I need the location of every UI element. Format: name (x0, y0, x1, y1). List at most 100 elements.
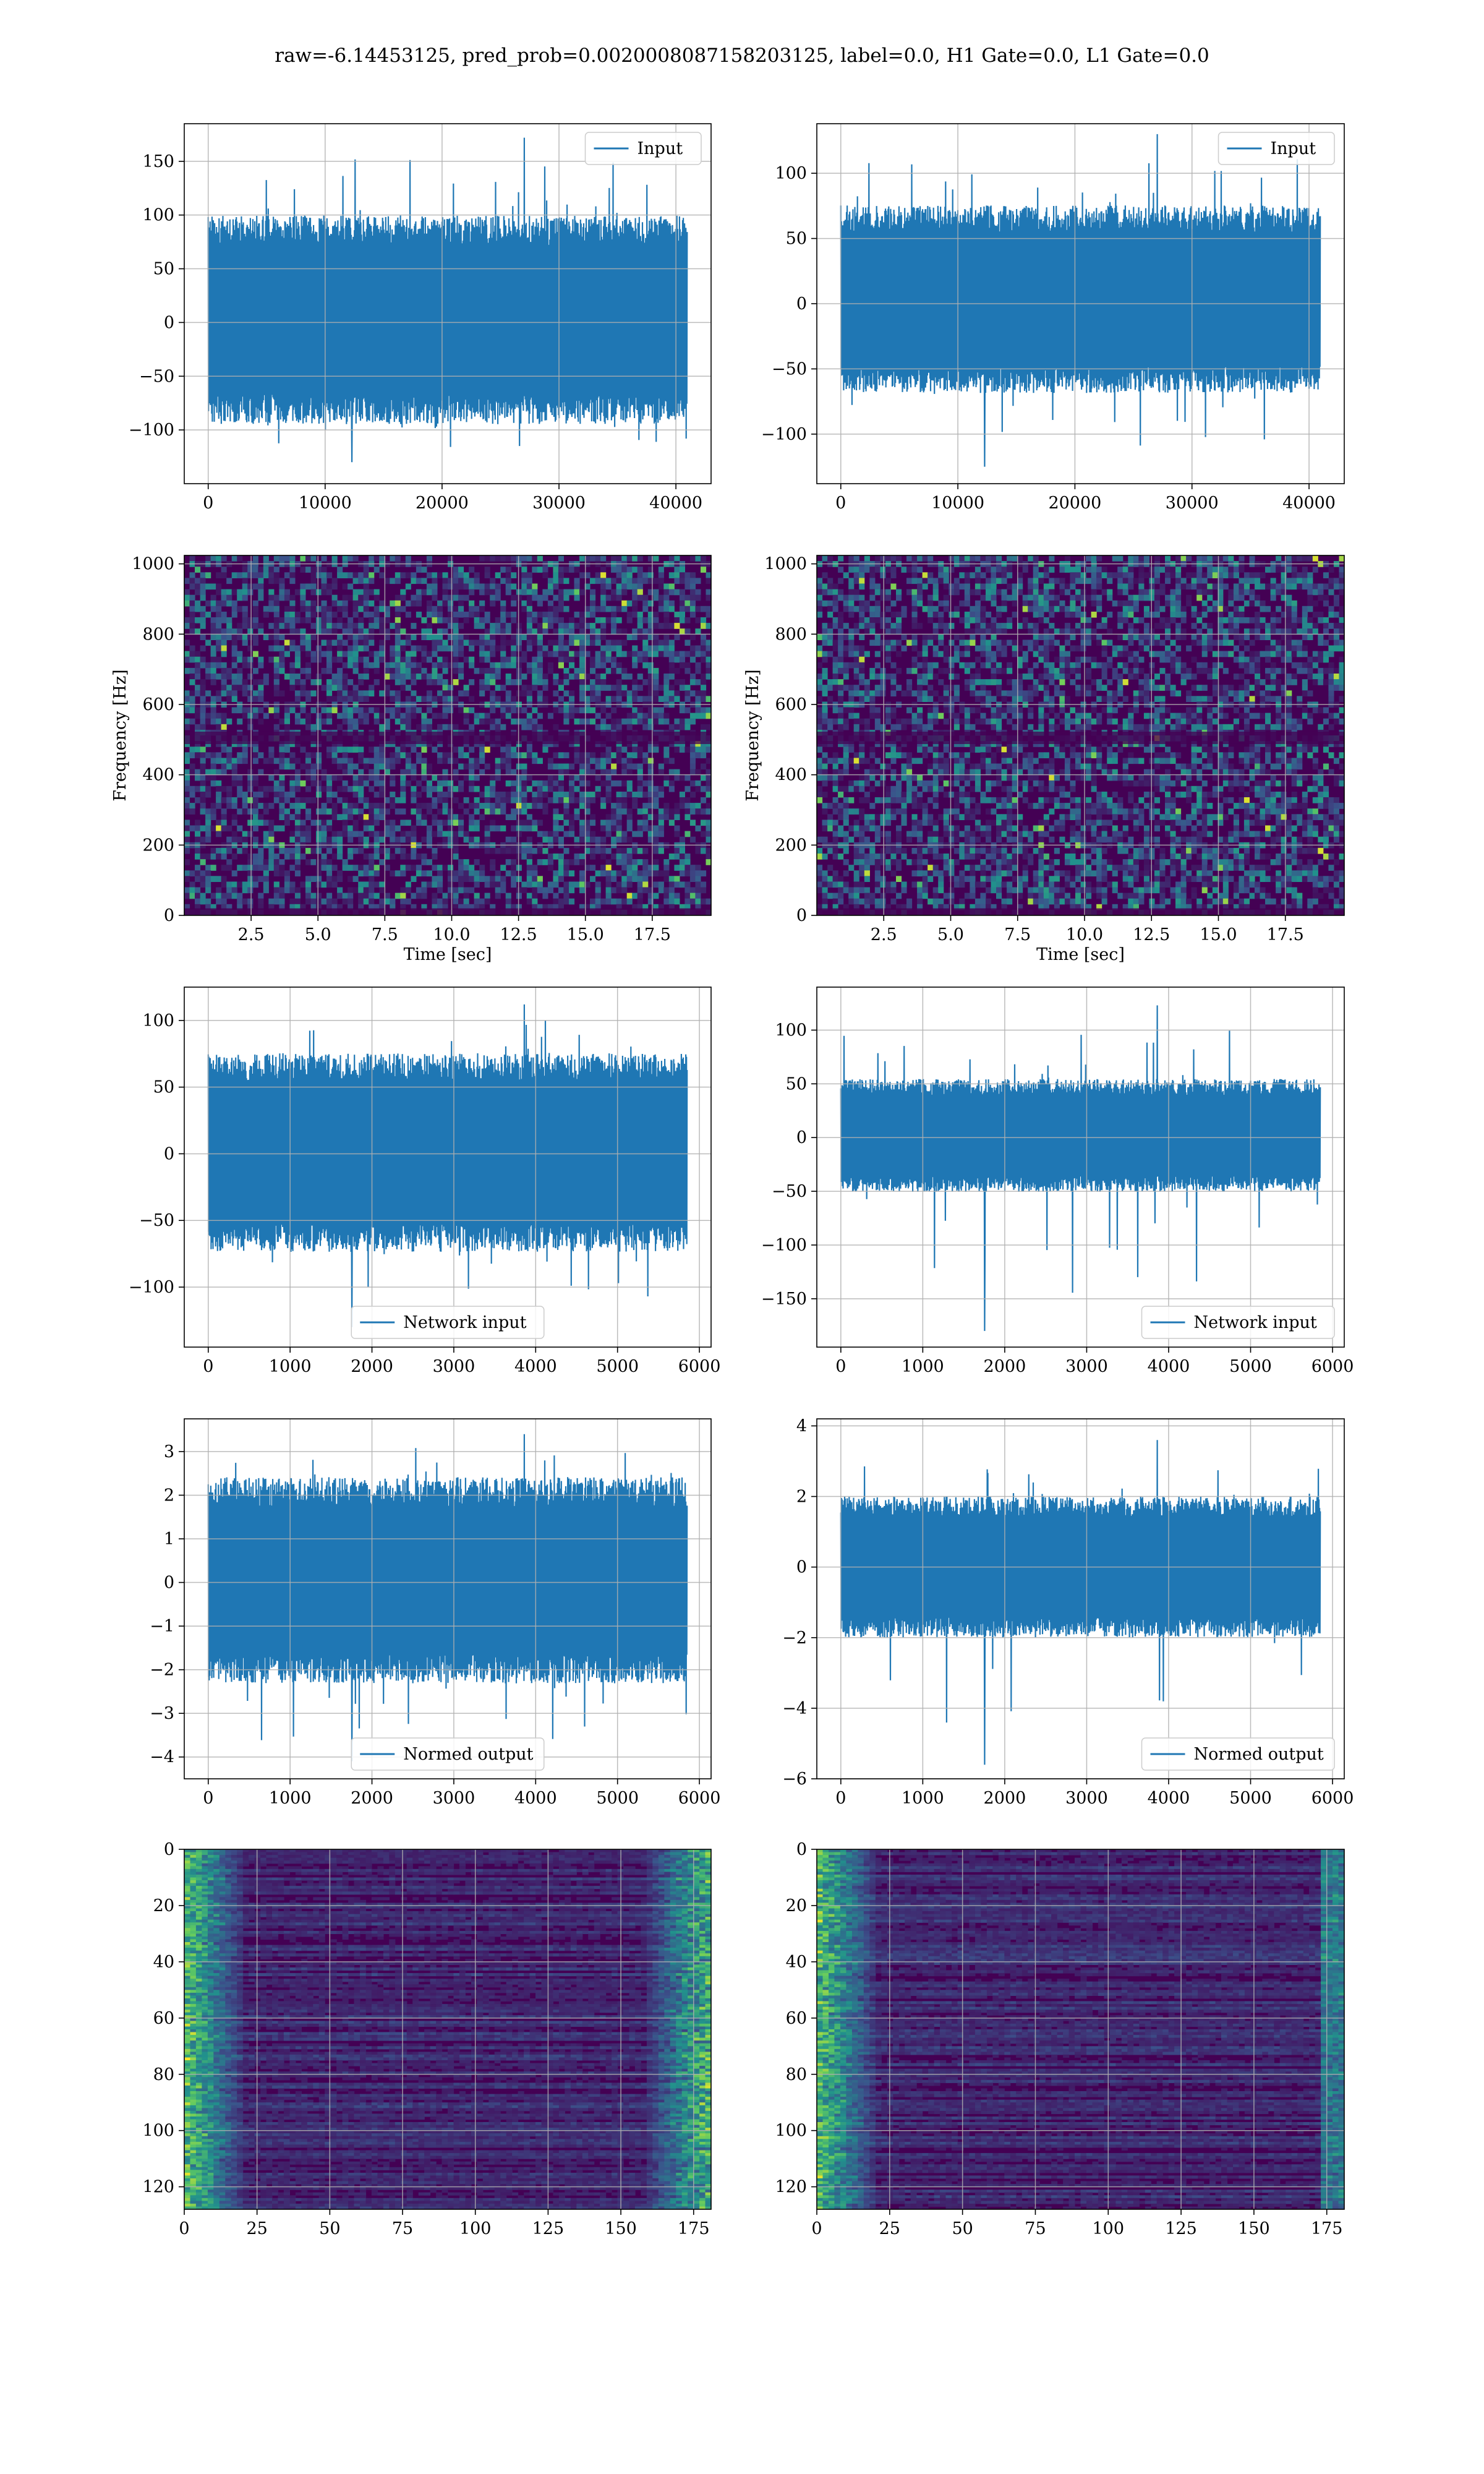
heatmap-cell (358, 780, 364, 787)
heatmap-cell (584, 583, 591, 590)
heatmap-cell (668, 898, 675, 905)
heatmap-cell (348, 876, 354, 882)
heatmap-cell (284, 797, 290, 803)
heatmap-cell (511, 707, 517, 714)
heatmap-cell (626, 791, 633, 798)
heatmap-cell (411, 656, 417, 663)
heatmap-cell (521, 555, 527, 562)
heatmap-cell (526, 785, 532, 792)
heatmap-cell (579, 623, 586, 629)
heatmap-cell (1101, 572, 1107, 578)
heatmap-cell (1328, 623, 1334, 629)
heatmap-cell (674, 747, 680, 753)
heatmap-cell (495, 763, 501, 770)
heatmap-cell (553, 690, 559, 696)
heatmap-cell (827, 611, 834, 618)
heatmap-cell (352, 589, 359, 596)
heatmap-cell (400, 887, 406, 894)
heatmap-cell (579, 881, 586, 888)
heatmap-cell (605, 583, 612, 590)
heatmap-cell (1038, 572, 1044, 578)
heatmap-cell (411, 707, 417, 714)
heatmap-cell (369, 892, 375, 899)
heatmap-cell (653, 623, 659, 629)
heatmap-cell (896, 589, 902, 596)
heatmap-cell (221, 820, 227, 826)
heatmap-cell (221, 763, 227, 770)
heatmap-cell (859, 606, 865, 612)
heatmap-cell (200, 656, 206, 663)
heatmap-cell (300, 600, 306, 607)
heatmap-cell (537, 724, 543, 730)
heatmap-cell (500, 645, 506, 652)
heatmap-cell (426, 623, 432, 629)
heatmap-cell (1165, 555, 1171, 562)
heatmap-cell (505, 690, 511, 696)
heatmap-cell (1170, 617, 1176, 623)
heatmap-cell (263, 791, 269, 798)
heatmap-cell (474, 611, 480, 618)
heatmap-cell (300, 690, 306, 696)
heatmap-cell (684, 898, 691, 905)
heatmap-cell (689, 865, 696, 871)
heatmap-cell (474, 785, 480, 792)
heatmap-cell (321, 718, 327, 725)
heatmap-cell (1243, 583, 1250, 590)
heatmap-cell (326, 774, 333, 781)
heatmap-cell (663, 679, 670, 685)
heatmap-cell (653, 634, 659, 640)
heatmap-cell (373, 555, 380, 562)
heatmap-cell (495, 628, 501, 635)
heatmap-cell (421, 763, 427, 770)
heatmap-cell (679, 847, 685, 854)
heatmap-cell (1281, 634, 1287, 640)
heatmap-cell (321, 617, 327, 623)
heatmap-cell (1049, 589, 1055, 596)
heatmap-cell (405, 707, 411, 714)
heatmap-cell (453, 572, 459, 578)
heatmap-cell (348, 628, 354, 635)
heatmap-cell (226, 847, 232, 854)
heatmap-cell (1117, 572, 1124, 578)
heatmap-cell (1228, 628, 1234, 635)
heatmap-cell (358, 634, 364, 640)
heatmap-cell (316, 820, 322, 826)
heatmap-cell (348, 892, 354, 899)
heatmap-cell (626, 696, 633, 702)
heatmap-cell (653, 611, 659, 618)
heatmap-cell (1170, 572, 1176, 578)
heatmap-cell (263, 555, 269, 562)
plot-area (207, 137, 688, 463)
heatmap-cell (695, 651, 701, 657)
heatmap-cell (289, 567, 296, 573)
heatmap-cell (463, 617, 469, 623)
heatmap-cell (326, 870, 333, 876)
heatmap-cell (384, 763, 390, 770)
heatmap-cell (1297, 628, 1303, 635)
heatmap-cell (432, 594, 438, 601)
heatmap-cell (369, 651, 375, 657)
heatmap-cell (316, 881, 322, 888)
heatmap-cell (247, 628, 254, 635)
heatmap-cell (938, 578, 944, 584)
heatmap-cell (458, 594, 464, 601)
heatmap-cell (1064, 555, 1070, 562)
heatmap-cell (432, 898, 438, 905)
heatmap-cell (200, 803, 206, 809)
heatmap-cell (373, 870, 380, 876)
heatmap-cell (668, 572, 675, 578)
heatmap-cell (426, 583, 432, 590)
heatmap-cell (537, 820, 543, 826)
heatmap-cell (1333, 578, 1339, 584)
heatmap-cell (701, 679, 707, 685)
heatmap-cell (184, 589, 190, 596)
heatmap-cell (1180, 555, 1187, 562)
heatmap-cell (469, 600, 475, 607)
heatmap-cell (195, 656, 201, 663)
heatmap-cell (263, 831, 269, 837)
heatmap-cell (490, 578, 496, 584)
heatmap-cell (1302, 555, 1308, 562)
heatmap-cell (358, 674, 364, 680)
heatmap-cell (595, 656, 601, 663)
heatmap-cell (558, 791, 564, 798)
